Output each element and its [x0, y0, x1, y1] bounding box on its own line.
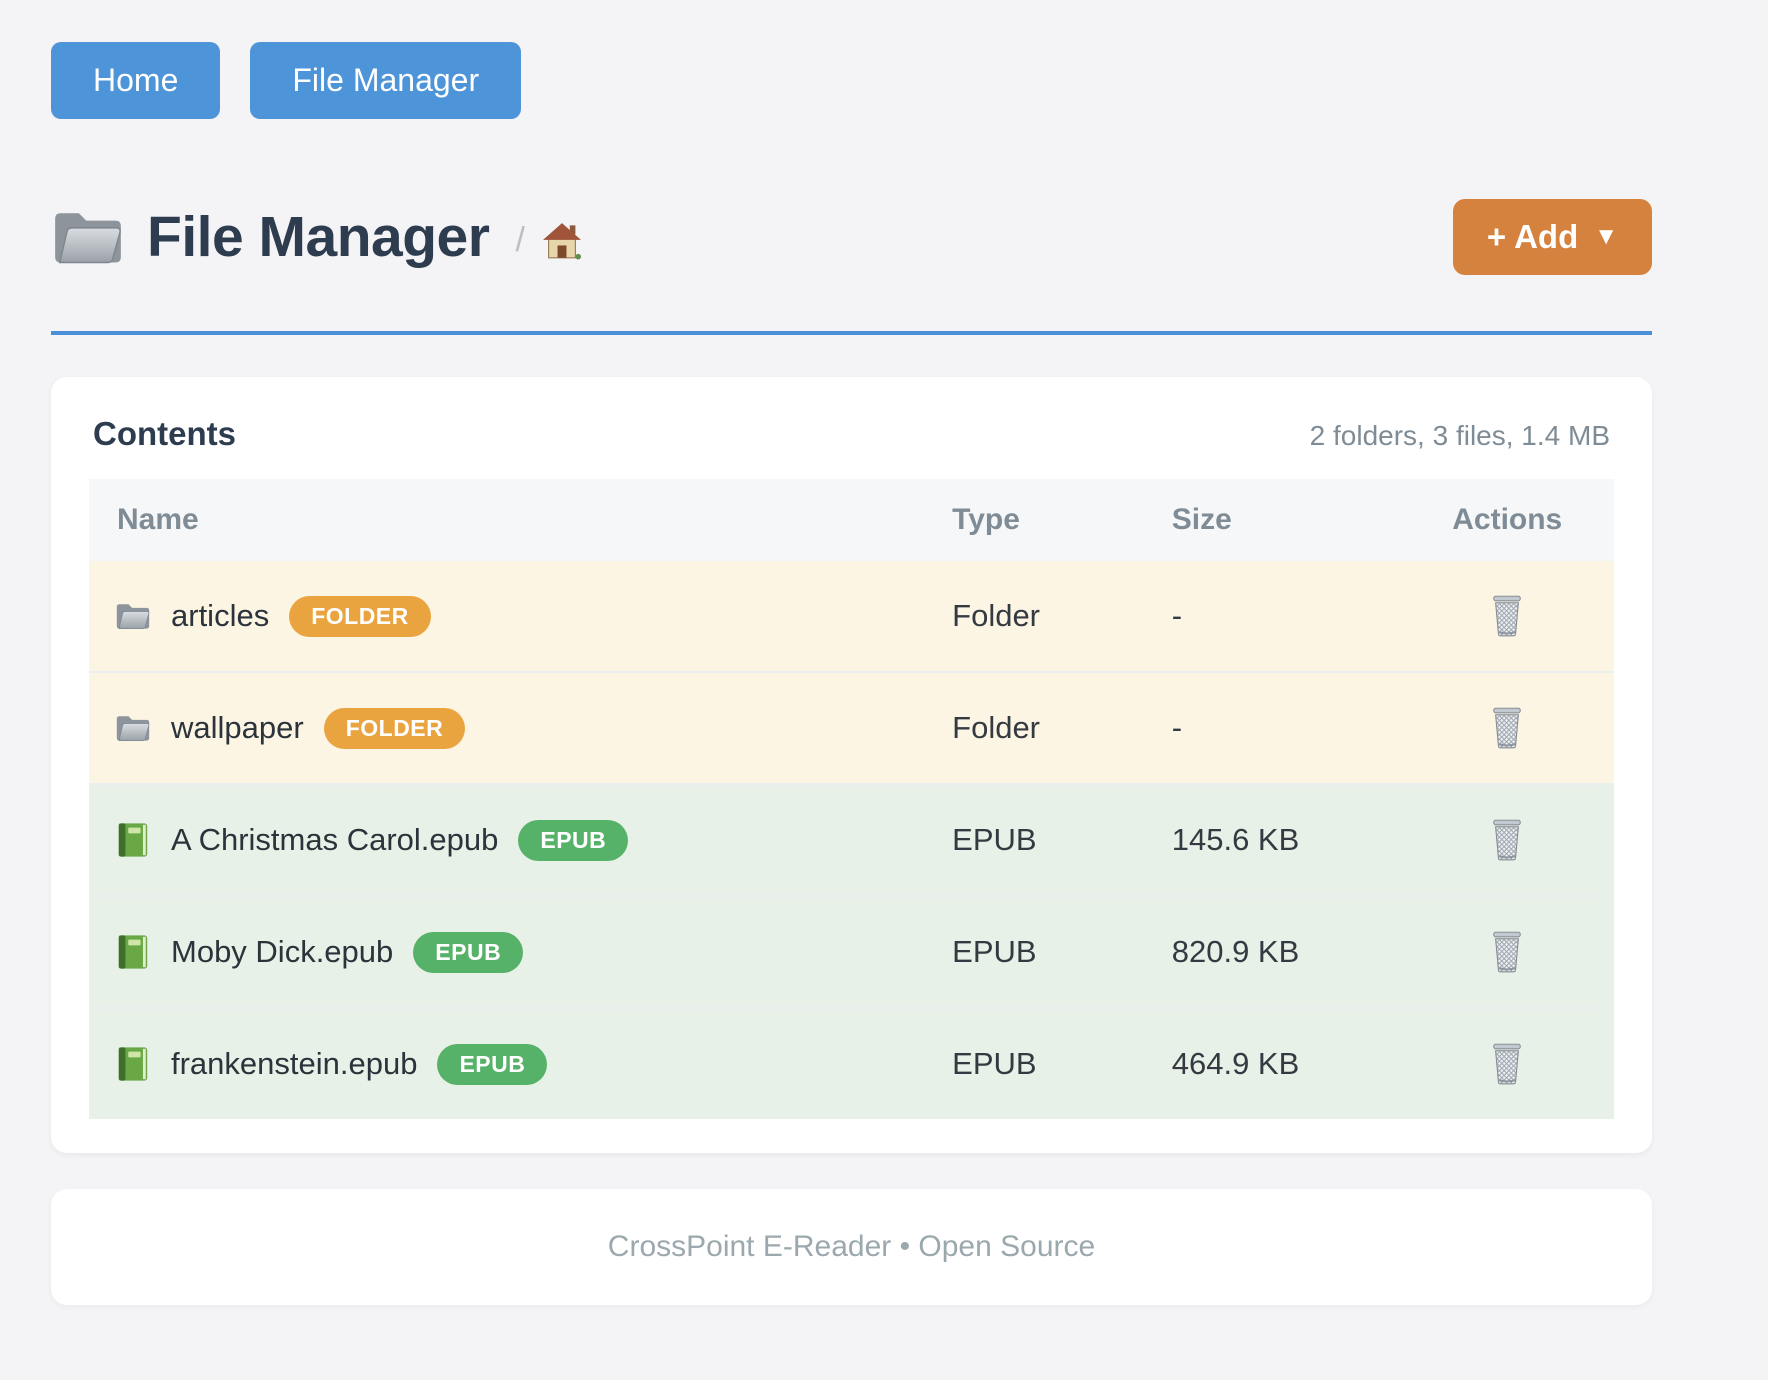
size-cell: - [1171, 672, 1401, 785]
file-table: Name Type Size Actions articles FOLDER F… [89, 479, 1614, 1119]
folder-icon [51, 206, 125, 268]
file-name[interactable]: wallpaper [171, 710, 304, 745]
trash-icon [1490, 594, 1524, 638]
file-type-badge: FOLDER [323, 707, 466, 749]
file-name[interactable]: A Christmas Carol.epub [171, 822, 499, 857]
file-row[interactable]: A Christmas Carol.epub EPUB EPUB 145.6 K… [89, 784, 1614, 897]
file-type-badge: EPUB [518, 819, 629, 861]
page-title: File Manager [147, 205, 490, 269]
file-row[interactable]: Moby Dick.epub EPUB EPUB 820.9 KB [89, 896, 1614, 1009]
delete-button[interactable] [1486, 1038, 1528, 1090]
file-row[interactable]: articles FOLDER Folder - [89, 561, 1614, 673]
delete-button[interactable] [1486, 702, 1528, 754]
size-cell: 145.6 KB [1171, 784, 1401, 897]
add-button[interactable]: + Add ▼ [1452, 199, 1652, 275]
file-row[interactable]: frankenstein.epub EPUB EPUB 464.9 KB [89, 1008, 1614, 1119]
trash-icon [1490, 1042, 1524, 1086]
type-cell: EPUB [952, 896, 1172, 1009]
file-type-badge: FOLDER [289, 595, 431, 637]
breadcrumb-separator: / [515, 220, 525, 259]
type-cell: EPUB [952, 1008, 1172, 1119]
type-cell: EPUB [952, 784, 1172, 897]
file-name[interactable]: Moby Dick.epub [171, 934, 394, 969]
top-nav: Home File Manager [51, 0, 1652, 119]
size-cell: 464.9 KB [1171, 1008, 1401, 1119]
table-header-row: Name Type Size Actions [89, 479, 1614, 561]
file-name[interactable]: articles [171, 598, 270, 633]
book-icon [115, 934, 151, 970]
file-type-badge: EPUB [437, 1043, 548, 1085]
house-icon[interactable] [541, 214, 583, 260]
column-header-size: Size [1171, 479, 1401, 561]
page-container: Home File Manager File Manager / [51, 0, 1652, 1305]
file-row[interactable]: wallpaper FOLDER Folder - [89, 672, 1614, 785]
column-header-actions: Actions [1400, 479, 1614, 561]
page-header: File Manager / + Add ▼ [51, 189, 1652, 285]
type-cell: Folder [952, 672, 1172, 785]
file-name[interactable]: frankenstein.epub [171, 1046, 418, 1081]
footer-text: CrossPoint E-Reader • Open Source [607, 1230, 1096, 1263]
trash-icon [1490, 706, 1524, 750]
footer: CrossPoint E-Reader • Open Source [51, 1189, 1652, 1305]
contents-summary: 2 folders, 3 files, 1.4 MB [1309, 420, 1610, 451]
accent-divider [51, 331, 1652, 335]
contents-card: Contents 2 folders, 3 files, 1.4 MB Name… [51, 377, 1652, 1153]
column-header-type: Type [952, 479, 1172, 561]
nav-file-manager-button[interactable]: File Manager [250, 42, 522, 119]
file-type-badge: EPUB [413, 931, 524, 973]
delete-button[interactable] [1486, 926, 1528, 978]
book-icon [115, 822, 151, 858]
folder-icon [115, 710, 151, 746]
type-cell: Folder [952, 561, 1172, 673]
column-header-name: Name [89, 479, 953, 561]
nav-home-button[interactable]: Home [51, 42, 221, 119]
folder-icon [115, 598, 151, 634]
trash-icon [1490, 930, 1524, 974]
size-cell: 820.9 KB [1171, 896, 1401, 1009]
size-cell: - [1171, 561, 1401, 673]
delete-button[interactable] [1486, 814, 1528, 866]
add-button-label: + Add [1486, 218, 1579, 255]
book-icon [115, 1046, 151, 1082]
contents-heading: Contents [93, 415, 236, 452]
delete-button[interactable] [1486, 590, 1528, 642]
trash-icon [1490, 818, 1524, 862]
chevron-down-icon: ▼ [1594, 223, 1618, 250]
file-table-body: articles FOLDER Folder - [89, 561, 1614, 1119]
